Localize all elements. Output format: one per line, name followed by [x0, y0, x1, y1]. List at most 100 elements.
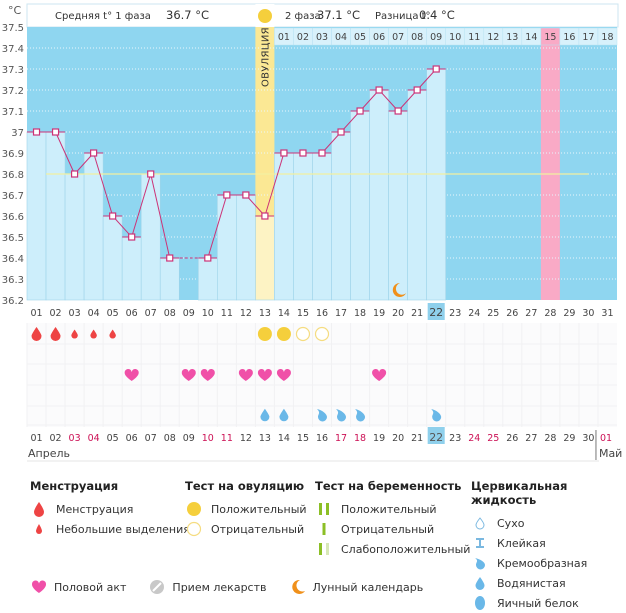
- bottom-day-label: 07: [145, 433, 157, 444]
- temp-point: [432, 65, 440, 73]
- temp-point: [32, 128, 41, 136]
- phase1-value: 36.7 °C: [166, 8, 209, 22]
- ovulation-sun-icon: [258, 9, 272, 23]
- legend-item: Прием лекарств: [148, 578, 267, 596]
- temp-line-segment: [207, 194, 228, 259]
- temp-point: [299, 149, 307, 157]
- bottom-day-label: 12: [240, 433, 252, 444]
- next-month-day-label: 01: [600, 433, 612, 444]
- day-label: 18: [354, 308, 366, 319]
- ov-test-positive-icon: [185, 500, 203, 518]
- bottom-day-label: 10: [202, 433, 214, 444]
- temp-bar: [26, 131, 47, 301]
- post-ov-day-label: 06: [373, 32, 385, 43]
- bottom-day-label: 18: [354, 433, 366, 444]
- temp-bar: [350, 110, 370, 301]
- y-tick-label: 36.8: [2, 170, 24, 181]
- bottom-day-label: 23: [449, 433, 461, 444]
- day-label: 16: [316, 308, 328, 319]
- creamy-icon: [431, 409, 442, 422]
- bottom-day-label: 05: [107, 433, 119, 444]
- preg-test-positive-icon: [315, 500, 333, 518]
- temp-bar: [217, 194, 237, 301]
- creamy-icon: [317, 409, 327, 422]
- temp-point: [147, 170, 155, 178]
- heart-icon: [30, 578, 48, 596]
- temp-line-segment: [264, 152, 285, 217]
- post-ov-day-label: 18: [601, 32, 613, 43]
- bottom-day-label: 24: [468, 433, 480, 444]
- temp-point: [223, 191, 231, 199]
- post-ov-day-label: 13: [506, 32, 518, 43]
- temp-bar: [293, 152, 313, 301]
- temp-point: [280, 149, 288, 157]
- day-label: 23: [449, 308, 461, 319]
- phase2-label: 2 фаза: [285, 11, 321, 22]
- bottom-day-label: 17: [335, 433, 347, 444]
- temp-point: [242, 191, 250, 199]
- temp-point: [318, 149, 326, 157]
- today-highlight: [427, 303, 445, 320]
- ov-test-negative-icon: [295, 326, 311, 342]
- next-month-label: Май: [599, 447, 622, 460]
- pill-icon: [148, 578, 166, 596]
- watery-icon: [260, 408, 270, 422]
- ovulation-label: ОВУЛЯЦИЯ: [260, 27, 271, 87]
- egg-white-icon: [471, 594, 489, 612]
- legend-item: Яичный белок: [471, 593, 626, 613]
- day-label: 28: [544, 308, 556, 319]
- legend-title: Тест на беременность: [315, 479, 462, 493]
- legend-title: Менструация: [30, 479, 119, 493]
- bottom-day-label: 08: [164, 433, 176, 444]
- temp-point: [204, 254, 212, 262]
- day-label: 22: [429, 306, 443, 319]
- day-label: 03: [69, 308, 81, 319]
- heart-icon: [257, 368, 272, 381]
- day-label: 17: [335, 308, 347, 319]
- temp-point: [90, 149, 98, 157]
- temp-point: [375, 86, 383, 94]
- legend-item: Менструация: [30, 499, 190, 519]
- day-label: 29: [563, 308, 575, 319]
- bottom-day-label: 19: [373, 433, 385, 444]
- temp-bar: [159, 257, 180, 301]
- bbt-chart: 37.5 37.4 37.3 37.2 37.1 37 36.9 36.8 36.7 36.6 36…: [2, 3, 622, 462]
- post-ov-day-label: 12: [487, 32, 499, 43]
- temp-point: [394, 107, 402, 115]
- day-label: 19: [373, 308, 385, 319]
- preg-test-negative-icon: [315, 520, 333, 538]
- temp-point: [128, 233, 136, 241]
- legend-pregnancy-test: Тест на беременность Положительный Отриц…: [315, 479, 470, 559]
- temp-point: [166, 254, 174, 262]
- legend-item: Слабоположительный: [315, 539, 470, 559]
- y-tick-label: 36.4: [2, 254, 24, 265]
- bottom-day-label: 28: [544, 433, 556, 444]
- heart-icon: [124, 368, 139, 381]
- watery-icon: [471, 574, 489, 592]
- temp-line-segment: [93, 152, 114, 217]
- temp-bar: [236, 194, 256, 301]
- temp-point: [70, 170, 79, 178]
- post-ov-day-label: 10: [449, 32, 461, 43]
- today-highlight: [427, 427, 445, 444]
- legend-item: Водянистая: [471, 573, 626, 593]
- month-label: Апрель: [28, 447, 70, 460]
- bottom-day-label: 11: [221, 433, 233, 444]
- bottom-day-label: 13: [259, 433, 271, 444]
- day-label: 13: [259, 308, 271, 319]
- temp-bar: [369, 89, 389, 301]
- temp-point: [51, 128, 60, 136]
- small-blood-drop-icon: [109, 329, 116, 339]
- y-tick-label: 36.2: [2, 296, 24, 307]
- y-tick-label: 37.1: [2, 107, 24, 118]
- temp-bar: [102, 215, 123, 301]
- legend-item: Положительный: [185, 499, 307, 519]
- bottom-day-label: 27: [525, 433, 537, 444]
- post-ov-day-label: 11: [468, 32, 480, 43]
- phase1-label: Средняя t° 1 фаза: [55, 11, 151, 22]
- temp-point: [109, 212, 117, 220]
- temp-point: [337, 128, 345, 136]
- heart-icon: [372, 368, 387, 381]
- temp-point: [413, 86, 421, 94]
- temp-point: [261, 212, 269, 220]
